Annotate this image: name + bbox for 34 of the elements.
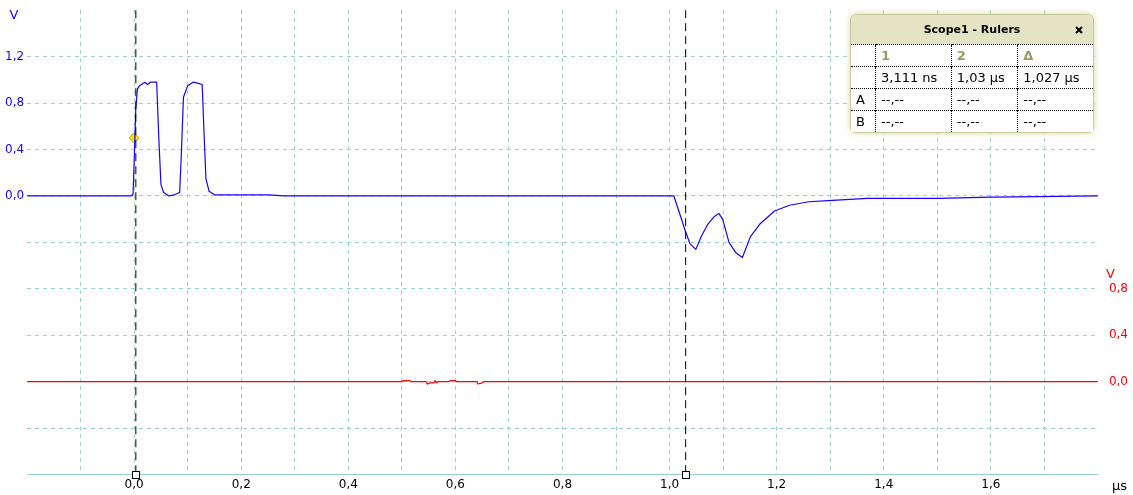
x-tick-label: 0,6 xyxy=(445,476,465,491)
annotation: --,-- xyxy=(875,88,952,111)
annotation: --,-- xyxy=(875,110,952,132)
x-axis-title: μs xyxy=(1111,478,1128,494)
annotation: 3,111 ns xyxy=(875,66,952,89)
x-tick-label: 0,2 xyxy=(231,476,251,491)
annotation: 1 xyxy=(875,44,952,67)
x-tick-label: 0,0 xyxy=(124,476,144,491)
y-tick-label: 0,8 xyxy=(4,95,25,110)
annotation: 2 xyxy=(951,44,1018,67)
annotation: Scope1 - Rulers xyxy=(851,15,1093,44)
x-tick-label: 0,8 xyxy=(552,476,573,491)
annotation: 1,027 μs xyxy=(1017,66,1093,89)
x-tick-label: 1,4 xyxy=(874,476,894,491)
y2-tick-label: 0,0 xyxy=(1108,373,1129,388)
y-tick-label: 0,0 xyxy=(4,188,25,203)
y-tick-label: 0,4 xyxy=(4,141,25,156)
annotation: --,-- xyxy=(1017,110,1093,132)
x-tick-label: 1,2 xyxy=(767,476,787,491)
y2-axis-title: V xyxy=(1105,265,1115,281)
annotation: B xyxy=(851,110,876,132)
x-tick-label: 1,6 xyxy=(981,476,1001,491)
y-axis-title: V xyxy=(9,7,19,23)
x-tick-label: 0,4 xyxy=(338,476,358,491)
y-tick-label: 1,2 xyxy=(4,48,25,63)
annotation: --,-- xyxy=(951,110,1018,132)
y2-tick-label: 0,8 xyxy=(1108,280,1129,295)
annotation: A xyxy=(851,88,876,111)
annotation: 1,03 μs xyxy=(951,66,1018,89)
annotation: Δ xyxy=(1017,44,1093,67)
annotation: --,-- xyxy=(1017,88,1093,111)
annotation: --,-- xyxy=(951,88,1018,111)
y2-tick-label: 0,4 xyxy=(1108,327,1129,342)
x-tick-label: 1,0 xyxy=(660,476,680,491)
